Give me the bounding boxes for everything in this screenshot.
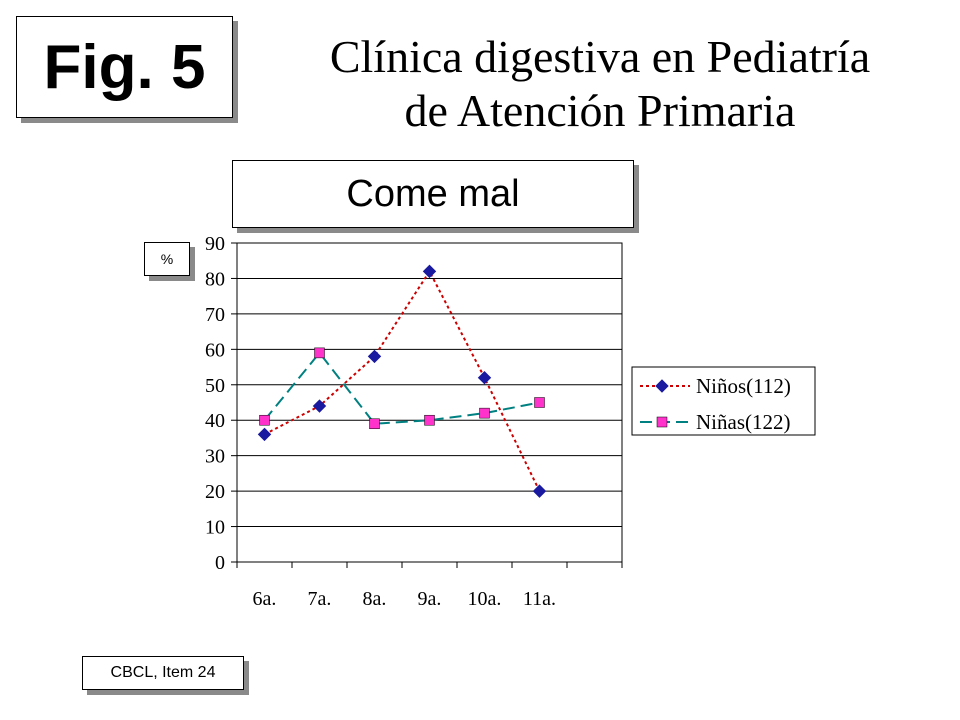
legend-label-2: Niñas(122) <box>696 410 790 434</box>
title-line-1: Clínica digestiva en Pediatría <box>329 31 871 82</box>
title-line-2: de Atención Primaria <box>404 85 796 136</box>
source-label: CBCL, Item 24 <box>82 656 244 690</box>
plot-area <box>236 242 623 563</box>
x-tick-label: 6a. <box>253 588 277 610</box>
page-title: Clínica digestiva en Pediatría de Atenci… <box>250 30 950 138</box>
figure-label-text: Fig. 5 <box>43 32 206 102</box>
y-tick-label: 60 <box>205 339 225 361</box>
x-tick-label: 7a. <box>308 588 332 610</box>
series-1-point <box>477 370 492 385</box>
y-tick-label: 50 <box>205 375 225 397</box>
y-unit-label: % <box>144 242 190 276</box>
y-unit-text: % <box>160 251 174 267</box>
y-tick-label: 30 <box>205 446 225 468</box>
chart-subtitle-text: Come mal <box>346 172 520 215</box>
series-2-point <box>534 397 545 408</box>
source-text: CBCL, Item 24 <box>110 664 216 681</box>
series-1-point <box>532 484 547 498</box>
y-tick-label: 40 <box>205 410 225 432</box>
y-tick-label: 80 <box>205 268 225 290</box>
series-1-point <box>312 399 327 413</box>
series-2-point <box>479 407 490 419</box>
series-line-2 <box>263 351 540 425</box>
series-2-point <box>424 414 435 426</box>
legend-marker-2 <box>656 416 668 428</box>
y-tick-label: 0 <box>215 552 225 574</box>
y-tick-label: 70 <box>205 304 225 326</box>
series-1-point <box>367 349 382 364</box>
series-line-1 <box>264 269 541 492</box>
x-tick-label: 9a. <box>418 588 442 610</box>
y-tick-label: 90 <box>205 233 225 255</box>
y-tick-label: 10 <box>205 517 225 539</box>
series-2-point <box>369 418 380 430</box>
series-2-point <box>259 414 270 426</box>
chart-subtitle: Come mal <box>232 160 634 228</box>
series-2-point <box>314 347 325 359</box>
legend-label-1: Niños(112) <box>696 374 791 398</box>
x-tick-label: 8a. <box>363 588 387 610</box>
x-tick-label: 11a. <box>523 588 556 610</box>
x-tick-label: 10a. <box>468 588 502 610</box>
series-1-point <box>257 427 272 442</box>
figure-label: Fig. 5 <box>16 16 233 118</box>
series-1-point <box>422 264 437 279</box>
legend-marker-1 <box>655 379 669 393</box>
y-tick-label: 20 <box>205 481 225 503</box>
